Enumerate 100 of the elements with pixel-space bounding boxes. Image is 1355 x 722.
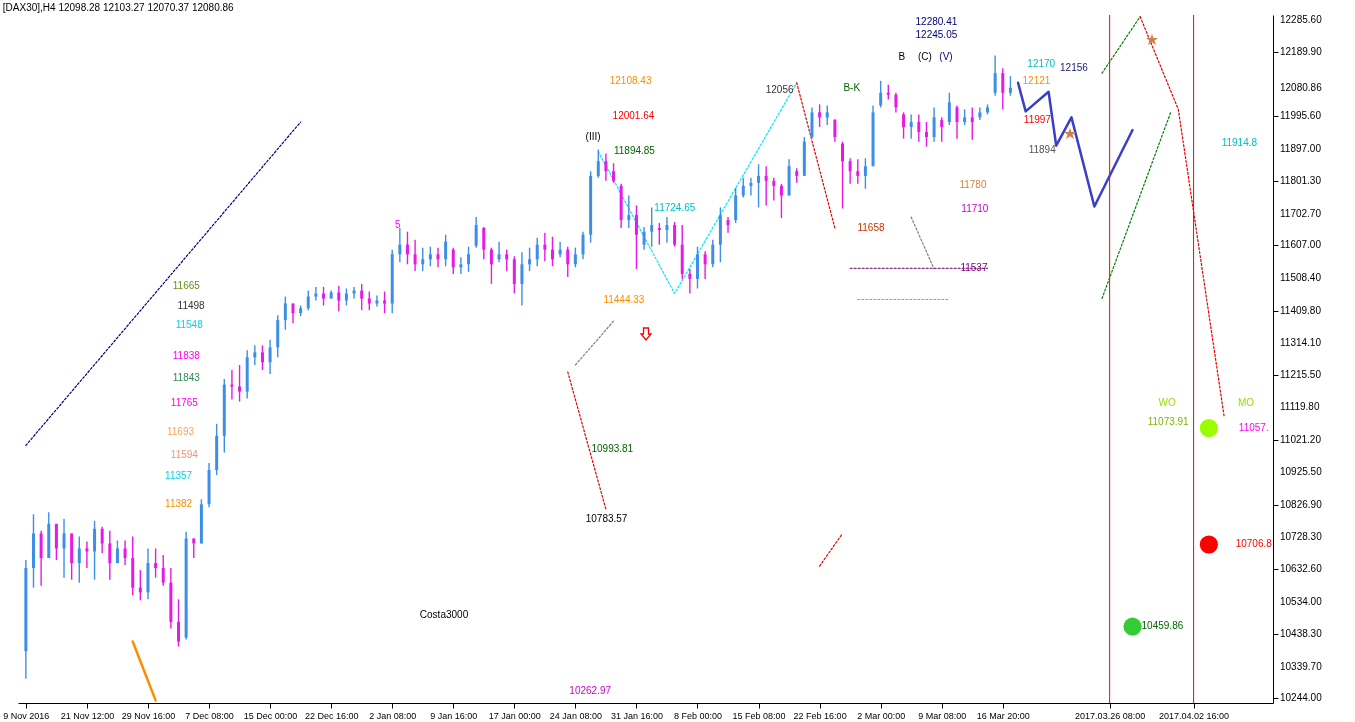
candlestick [398,227,402,263]
candlestick [268,339,272,375]
candlestick [573,246,577,268]
candlestick [253,344,257,366]
y-tick-label: 12285.60 [1280,13,1323,25]
annotation: 11665 [172,280,201,292]
point [1199,419,1218,438]
y-tick-label: 10826.90 [1280,498,1323,510]
y-tick-label: 12189.90 [1280,45,1323,57]
annotation: 11894 [1028,144,1057,156]
y-tick-label: 10438.30 [1280,627,1323,639]
candlestick [566,245,570,278]
y-tick-label: 11215.50 [1280,369,1322,381]
y-tick-label: 11607.00 [1280,239,1322,251]
y-tick-label: 10339.70 [1280,660,1323,672]
x-tick-label: 22 Dec 16:00 [304,710,359,721]
candlestick [161,554,165,587]
candlestick [85,540,89,569]
candlestick [489,246,493,285]
x-tick-label: 17 Jan 00:00 [488,710,541,721]
candlestick [841,140,845,210]
candlestick [917,113,921,143]
x-tick-label: 21 Nov 12:00 [60,710,115,721]
candlestick [825,104,829,126]
chart-title: [DAX30],H4 12098.28 12103.27 12070.37 12080.86 [2,1,235,13]
candlestick [924,121,928,148]
annotation: 12245.05 [915,28,958,40]
candlestick [459,256,463,275]
candlestick [108,530,112,581]
candlestick [673,221,677,248]
annotation: (III) [585,131,601,143]
annotation: 11780 [959,179,987,191]
candlestick [779,183,783,219]
annotation: (C) [917,51,932,63]
candlestick [1001,67,1005,111]
candlestick [818,103,822,128]
candlestick [749,177,753,197]
annotation: 11444.33 [603,293,645,305]
annotation: 11594 [170,449,199,461]
annotation: 11537 [960,262,988,274]
point [1199,535,1218,554]
candlestick [177,598,181,648]
annotation: 10783.57 [585,513,628,525]
y-tick-label: 11801.30 [1280,174,1322,186]
candlestick [360,283,364,311]
annotation: B [898,51,906,63]
annotation: 11658 [857,222,885,234]
candlestick [726,216,730,234]
candlestick [405,231,409,265]
annotation: B-K [843,82,861,94]
candlestick [291,302,295,324]
annotation: 11843 [172,372,201,384]
annotation: 11894.85 [613,145,656,157]
annotation: 11057. [1238,422,1269,433]
annotation: 11914.8 [1221,137,1258,149]
candlestick [505,248,509,272]
candlestick [833,118,837,143]
candlestick [283,295,287,331]
y-tick-label: 10244.00 [1280,692,1323,704]
candlestick [482,226,486,260]
y-tick-label: 10925.50 [1280,465,1323,477]
candlestick [31,513,35,589]
candlestick [627,194,631,229]
candlestick [711,238,715,268]
candlestick [665,216,669,244]
candlestick [741,177,745,199]
candlestick [451,246,455,275]
candlestick [863,157,867,190]
annotation: Costa3000 [419,608,469,620]
candlestick [497,240,501,263]
candlestick [428,245,432,267]
candlestick [444,233,448,267]
candlestick [436,246,440,268]
candlestick [520,251,524,307]
candlestick [314,286,318,302]
candlestick [238,364,242,403]
candlestick [902,111,906,140]
y-tick-label: 11021.20 [1280,434,1322,446]
annotation: 11693 [166,425,195,437]
candlestick [848,157,852,185]
candlestick [123,539,127,566]
candlestick [932,106,936,143]
x-tick-label: 2 Mar 00:00 [857,710,906,721]
y-tick-label: 10728.30 [1280,531,1323,543]
candlestick [909,113,913,140]
x-tick-label: 2 Jan 08:00 [369,710,417,721]
annotation: 11382 [165,498,193,510]
annotation: 5 [395,219,402,231]
annotation: 11724.65 [654,201,696,213]
annotation: 11548 [175,319,204,331]
candlestick [62,518,66,579]
x-tick-label: 2017.04.02 16:00 [1159,710,1230,721]
candlestick [467,245,471,273]
candlestick [306,289,310,311]
x-tick-label: 15 Feb 08:00 [732,710,786,721]
candlestick [688,268,692,295]
x-tick-label: 24 Jan 08:00 [549,710,602,721]
annotation: 11997 [1023,113,1052,125]
annotation: 11710 [961,202,989,214]
candlestick [230,369,234,401]
